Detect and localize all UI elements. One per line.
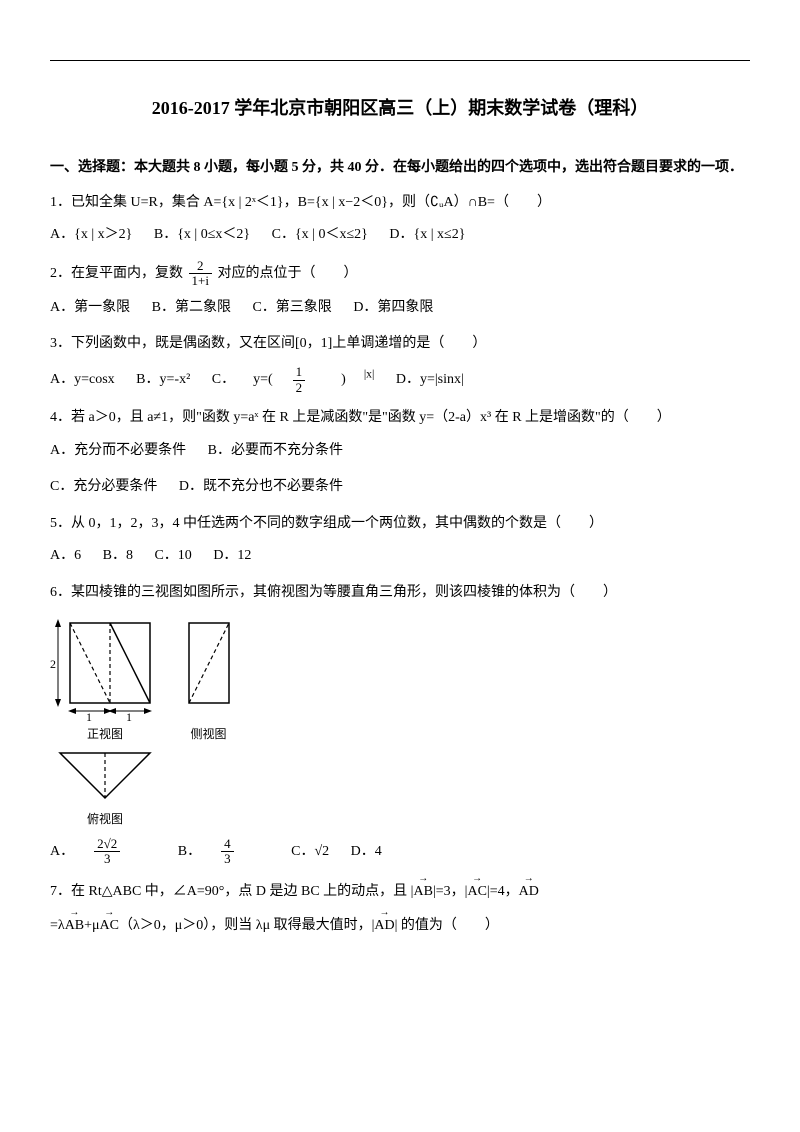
q6-opt-b: B．43 [178, 844, 273, 859]
q4-opt-a: A．充分而不必要条件 [50, 443, 186, 458]
q1-opt-b: B．{x | 0≤x＜2} [154, 227, 250, 242]
q6-opt-d: D．4 [351, 844, 382, 859]
section-1-heading: 一、选择题：本大题共 8 小题，每小题 5 分，共 40 分．在每小题给出的四个… [50, 155, 750, 182]
q1-opt-c: C．{x | 0＜x≤2} [272, 227, 368, 242]
q5-opt-c: C．10 [154, 548, 191, 563]
exam-title: 2016-2017 学年北京市朝阳区高三（上）期末数学试卷（理科） [50, 91, 750, 125]
q3-c-frac: 12 [293, 365, 324, 395]
q4-options: A．充分而不必要条件 B．必要而不充分条件 [50, 438, 750, 465]
q6-options: A．2√23 B．43 C．√2 D．4 [50, 837, 750, 867]
q2-opt-d: D．第四象限 [353, 300, 433, 315]
vec-ac-2: AC [100, 911, 119, 940]
q2-stem: 2．在复平面内，复数 2 1+i 对应的点位于（ ） [50, 259, 750, 289]
q7-line2: =λAB+μAC（λ＞0，μ＞0），则当 λμ 取得最大值时，|AD| 的值为（… [50, 911, 750, 940]
vec-ad-1: AD [519, 877, 539, 906]
q5-opt-b: B．8 [103, 548, 133, 563]
q2-frac-num: 2 [189, 259, 212, 274]
q1-options: A．{x | x＞2} B．{x | 0≤x＜2} C．{x | 0＜x≤2} … [50, 222, 750, 249]
q7-line1: 7．在 Rt△ABC 中，∠A=90°，点 D 是边 BC 上的动点，且 |AB… [50, 877, 750, 906]
side-view-svg [184, 613, 234, 723]
dim-2: 2 [50, 657, 56, 671]
q6-opt-a: A．2√23 [50, 844, 160, 859]
q6-stem: 6．某四棱锥的三视图如图所示，其俯视图为等腰直角三角形，则该四棱锥的体积为（ ） [50, 580, 750, 607]
q6-figures: 2 1 1 正视图 侧视图 俯视图 [50, 613, 750, 831]
q4-opt-b: B．必要而不充分条件 [208, 443, 343, 458]
q1-opt-d: D．{x | x≤2} [389, 227, 465, 242]
vec-ab: AB [413, 877, 432, 906]
q2-opt-a: A．第一象限 [50, 300, 130, 315]
q3-opt-c: C．y=(12)|x| [212, 372, 378, 387]
q3-opt-a: A．y=cosx [50, 372, 115, 387]
dim-1a: 1 [86, 710, 92, 723]
q1-opt-a: A．{x | x＞2} [50, 227, 132, 242]
top-view-svg [50, 748, 160, 808]
q3-options: A．y=cosx B．y=-x² C．y=(12)|x| D．y=|sinx| [50, 364, 750, 395]
q2-fraction: 2 1+i [189, 259, 212, 289]
q3-stem: 3．下列函数中，既是偶函数，又在区间[0，1]上单调递增的是（ ） [50, 331, 750, 358]
q2-pre: 2．在复平面内，复数 [50, 266, 183, 281]
vec-ab-2: AB [65, 911, 84, 940]
q6-opt-c: C．√2 [291, 844, 329, 859]
q3-opt-d: D．y=|sinx| [396, 372, 464, 387]
q2-frac-den: 1+i [189, 274, 212, 288]
top-rule [50, 60, 750, 61]
q4-opt-d: D．既不充分也不必要条件 [179, 479, 343, 494]
q4-options-2: C．充分必要条件 D．既不充分也不必要条件 [50, 474, 750, 501]
q5-stem: 5．从 0，1，2，3，4 中任选两个不同的数字组成一个两位数，其中偶数的个数是… [50, 511, 750, 538]
q2-post: 对应的点位于（ ） [217, 266, 357, 281]
q5-options: A．6 B．8 C．10 D．12 [50, 543, 750, 570]
q1-stem: 1．已知全集 U=R，集合 A={x | 2ˣ＜1}，B={x | x−2＜0}… [50, 190, 750, 217]
q4-opt-c: C．充分必要条件 [50, 479, 157, 494]
top-view-label: 俯视图 [50, 808, 160, 831]
front-view-label: 正视图 [50, 723, 160, 746]
vec-ac: AC [467, 877, 486, 906]
side-view-label: 侧视图 [184, 723, 234, 746]
front-view-svg: 2 1 1 [50, 613, 160, 723]
q4-stem: 4．若 a＞0，且 a≠1，则"函数 y=aˣ 在 R 上是减函数"是"函数 y… [50, 405, 750, 432]
q2-opt-c: C．第三象限 [252, 300, 331, 315]
vec-ad-2: AD [374, 911, 394, 940]
q2-opt-b: B．第二象限 [152, 300, 231, 315]
q5-opt-a: A．6 [50, 548, 81, 563]
q3-opt-b: B．y=-x² [136, 372, 190, 387]
q5-opt-d: D．12 [213, 548, 251, 563]
dim-1b: 1 [126, 710, 132, 723]
q2-options: A．第一象限 B．第二象限 C．第三象限 D．第四象限 [50, 295, 750, 322]
